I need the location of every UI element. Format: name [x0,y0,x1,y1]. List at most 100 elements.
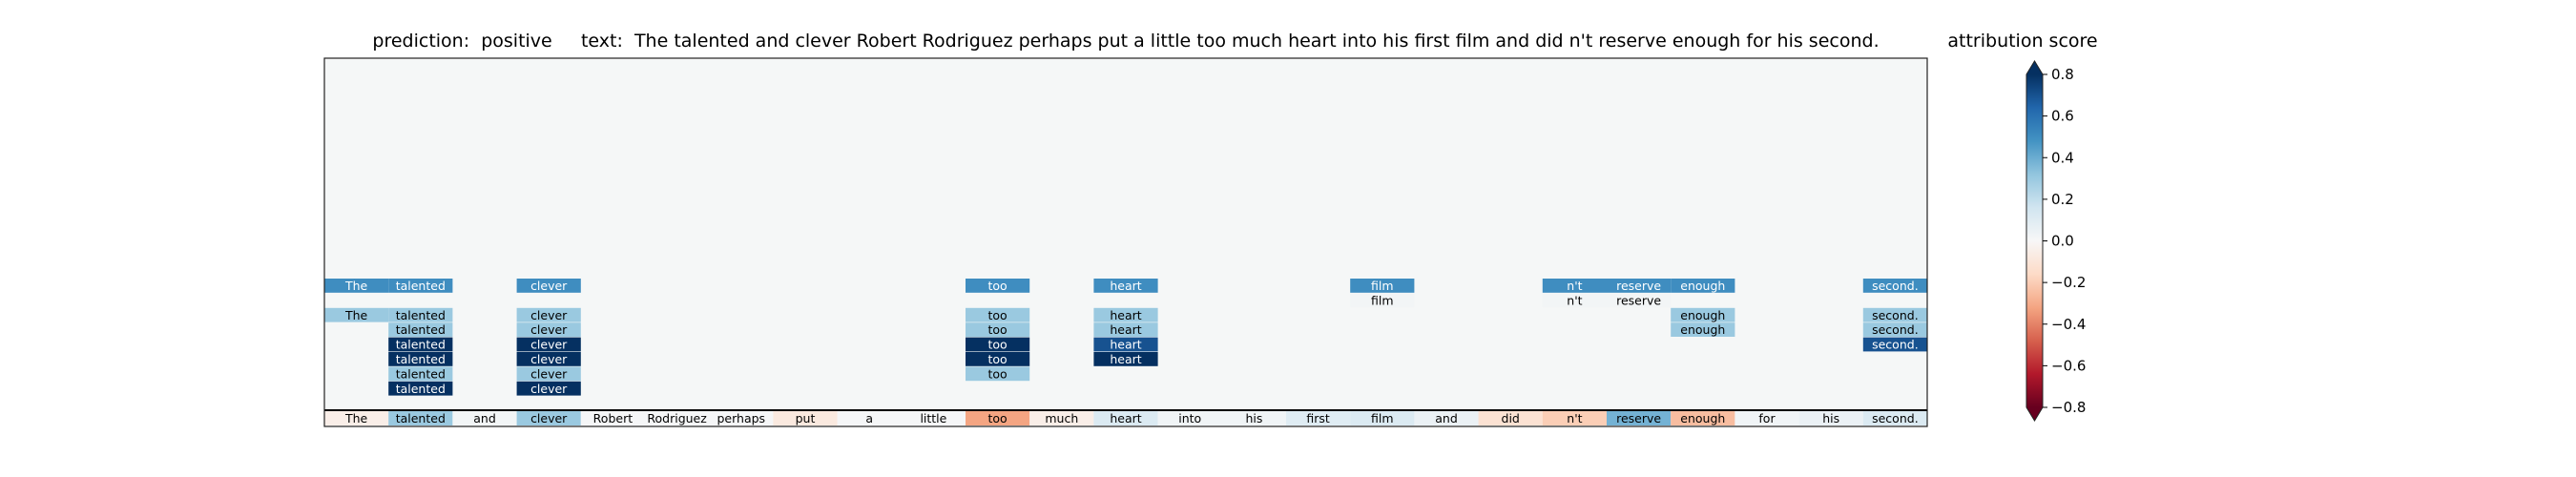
attribution-cell-0-enough [1671,279,1735,293]
attribution-cell-4-second. [1862,337,1927,352]
attribution-cell-label: too [987,352,1007,366]
attribution-cell-label: clever [530,308,568,322]
token-score-cell-6 [709,411,774,425]
token-label: reserve [1616,411,1661,425]
token-score-cell-13 [1157,411,1222,425]
attribution-cell-label: too [987,308,1007,322]
token-label: enough [1680,411,1725,425]
attribution-cell-label: too [987,279,1007,293]
attribution-cell-0-talented [388,279,453,293]
attribution-cell-3-too [966,322,1030,337]
plot-frame [323,57,1928,427]
token-score-cell-8 [837,411,902,425]
attribution-cell-3-talented [388,322,453,337]
token-label: first [1306,411,1330,425]
attribution-cell-0-The [324,279,389,293]
token-score-cell-4 [580,411,645,425]
attribution-cell-label: The [344,279,368,293]
attribution-cell-label: clever [530,338,568,352]
attribution-cell-label: second. [1872,322,1919,337]
token-label: a [865,411,873,425]
attribution-cell-2-heart [1093,307,1158,322]
token-label: heart [1110,411,1141,425]
token-label: his [1822,411,1839,425]
token-label: perhaps [717,411,766,425]
attribution-cell-label: n't [1567,293,1582,307]
colorbar: 0.8 0.6 0.4 0.2 0.0 −0.2 −0.4 −0.6 −0.8 [2025,60,2086,422]
attribution-cell-0-too [966,279,1030,293]
prediction-label: prediction: [372,31,470,52]
attribution-cell-3-clever [516,322,581,337]
colorbar-tick-label: −0.2 [2051,274,2086,291]
attribution-cell-label: talented [396,322,446,337]
attribution-cell-6-too [966,366,1030,382]
attribution-cell-label: clever [530,279,568,293]
text-value: The talented and clever Robert Rodriguez… [634,31,1880,52]
token-label: Rodriguez [647,411,707,425]
attribution-cell-label: talented [396,279,446,293]
attribution-cell-label: clever [530,382,568,396]
attribution-cell-0-second. [1862,279,1927,293]
attribution-cell-label: n't [1567,279,1582,293]
colorbar-tick-label: 0.4 [2051,149,2074,166]
text-label: text: [580,31,623,52]
attribution-cell-2-second. [1862,307,1927,322]
attribution-cell-label: talented [396,308,446,322]
attribution-cell-5-too [966,352,1030,366]
attribution-cell-4-talented [388,337,453,352]
attribution-cell-2-enough [1671,307,1735,322]
token-label: little [920,411,946,425]
attribution-cell-label: heart [1110,308,1141,322]
attribution-cell-6-talented [388,366,453,382]
attribution-cell-label: clever [530,352,568,366]
attribution-cell-5-clever [516,352,581,366]
token-label: into [1178,411,1201,425]
attribution-cell-label: second. [1872,308,1919,322]
attribution-cell-2-clever [516,307,581,322]
token-score-cell-12 [1093,411,1158,425]
token-label: for [1758,411,1776,425]
attribution-cell-label: second. [1872,279,1919,293]
attribution-cell-label: The [344,308,368,322]
attribution-cell-0-heart [1093,279,1158,293]
attribution-cell-label: reserve [1616,279,1661,293]
colorbar-gradient [2026,74,2043,407]
attribution-cell-label: talented [396,352,446,366]
attribution-cell-2-too [966,307,1030,322]
attribution-cell-label: reserve [1616,293,1661,307]
token-score-cell-3 [516,411,581,425]
token-score-cell-17 [1414,411,1479,425]
token-score-cell-0 [324,411,389,425]
attribution-cell-0-film [1350,279,1415,293]
attribution-cell-7-clever [516,381,581,396]
attribution-cell-7-talented [388,381,453,396]
token-score-cell-1 [388,411,453,425]
token-label: talented [396,411,446,425]
attribution-cell-label: heart [1110,352,1141,366]
attribution-cell-label: film [1371,293,1394,307]
attribution-cell-label: film [1371,279,1394,293]
attribution-cell-4-too [966,337,1030,352]
attribution-cell-label: enough [1680,308,1725,322]
token-score-row: The talented and clever Robert Rodriguez perha… [324,411,1927,425]
colorbar-extend-min [2026,407,2043,421]
token-label: The [344,411,368,425]
attribution-cell-label: heart [1110,322,1141,337]
token-label: second. [1872,411,1919,425]
token-label: Robert [593,411,634,425]
attribution-cell-label: too [987,322,1007,337]
attribution-cell-label: talented [396,338,446,352]
attribution-cell-5-talented [388,352,453,366]
token-score-cell-10 [966,411,1030,425]
colorbar-tick-label: −0.8 [2051,399,2086,416]
attribution-cell-3-heart [1093,322,1158,337]
token-score-cell-19 [1542,411,1607,425]
token-score-cell-21 [1671,411,1735,425]
token-score-cell-23 [1798,411,1863,425]
attribution-cell-3-enough [1671,322,1735,337]
token-label: too [987,411,1007,425]
attribution-cell-label: second. [1872,338,1919,352]
attribution-cell-0-reserve [1607,279,1672,293]
attribution-cell-1-reserve [1607,293,1672,308]
